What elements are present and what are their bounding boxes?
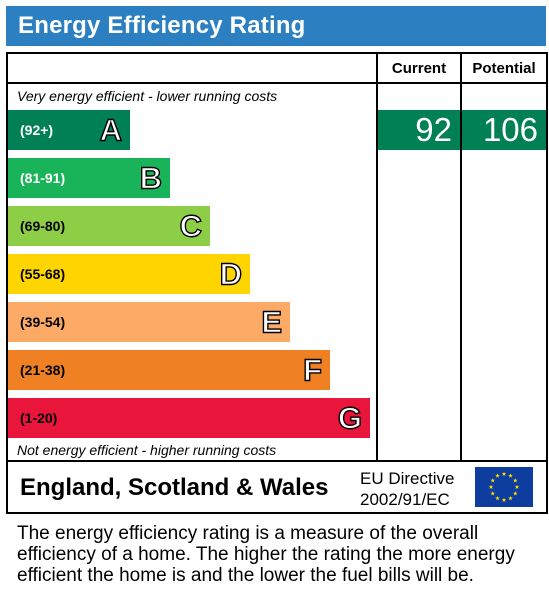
- potential-rating-value: 106: [482, 111, 538, 148]
- eu-star-icon: [495, 473, 500, 478]
- current-column-header: Current: [391, 60, 447, 77]
- band-range-label: (55-68): [20, 266, 66, 282]
- eu-star-icon: [508, 495, 513, 501]
- band-letter: E: [261, 304, 283, 340]
- band-range-label: (81-91): [20, 170, 66, 186]
- band-e: (39-54) E: [8, 302, 290, 342]
- eu-star-icon: [512, 491, 518, 496]
- band-a: (92+) A: [8, 110, 130, 150]
- current-rating-value: 92: [415, 111, 452, 148]
- eu-star-icon: [490, 491, 496, 496]
- eu-directive: EU Directive 2002/91/EC: [360, 468, 454, 510]
- current-column-divider: [376, 54, 378, 460]
- band-range-label: (21-38): [20, 362, 66, 378]
- eu-star-icon: [490, 478, 496, 483]
- eu-flag-icon: [475, 467, 533, 507]
- band-letter: C: [179, 208, 203, 244]
- chart-title: Energy Efficiency Rating: [18, 12, 306, 39]
- footer-divider: [8, 460, 546, 462]
- band-letter: B: [139, 160, 163, 196]
- band-c: (69-80) C: [8, 206, 210, 246]
- eu-star-icon: [514, 484, 520, 489]
- eu-star-icon: [508, 473, 513, 478]
- eu-star-icon: [495, 495, 500, 501]
- eu-directive-line1: EU Directive: [360, 469, 455, 488]
- header-divider: [8, 82, 546, 84]
- band-range-label: (39-54): [20, 314, 66, 330]
- potential-rating-marker: 106: [462, 110, 546, 150]
- band-range-label: (69-80): [20, 218, 66, 234]
- band-b: (81-91) B: [8, 158, 170, 198]
- current-rating-marker: 92: [378, 110, 460, 150]
- band-d: (55-68) D: [8, 254, 250, 294]
- band-letter: D: [219, 256, 243, 292]
- band-g: (1-20) G: [8, 398, 370, 438]
- band-letter: G: [337, 400, 363, 436]
- explanatory-note: The energy efficiency rating is a measur…: [17, 523, 515, 586]
- band-letter: F: [302, 352, 322, 388]
- band-range-label: (1-20): [20, 410, 58, 426]
- band-range-label: (92+): [20, 122, 54, 138]
- eu-star-icon: [501, 497, 507, 502]
- eu-stars: [488, 471, 520, 502]
- eu-star-icon: [512, 478, 518, 483]
- rating-frame: Current Potential Very energy efficient …: [6, 52, 548, 514]
- band-f: (21-38) F: [8, 350, 330, 390]
- country-label: England, Scotland & Wales: [20, 474, 329, 501]
- top-caption: Very energy efficient - lower running co…: [17, 88, 278, 104]
- eu-star-icon: [501, 471, 507, 476]
- eu-star-icon: [488, 484, 494, 489]
- bottom-caption: Not energy efficient - higher running co…: [17, 442, 277, 458]
- eu-directive-line2: 2002/91/EC: [360, 490, 450, 509]
- potential-column-header: Potential: [472, 60, 536, 77]
- band-letter: A: [99, 112, 123, 148]
- title-bar: Energy Efficiency Rating: [6, 6, 546, 46]
- potential-column-divider: [460, 54, 462, 460]
